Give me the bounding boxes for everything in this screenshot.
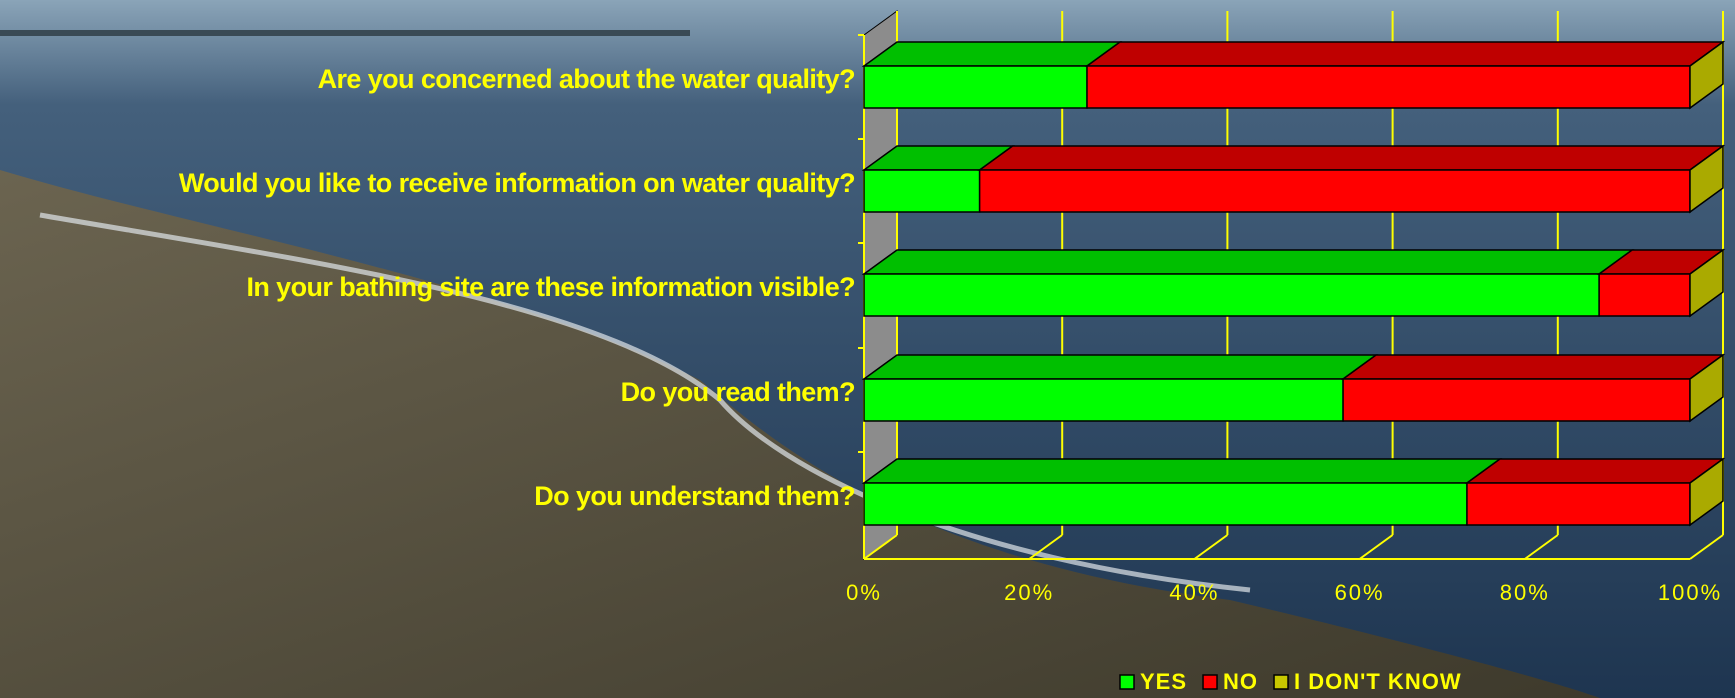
bar-segment	[861, 41, 1123, 109]
bar-front	[863, 169, 981, 213]
bar-segment	[861, 458, 1503, 526]
bar-segment	[861, 249, 1635, 317]
bar-front	[863, 65, 1088, 109]
bar-front	[1342, 378, 1691, 422]
legend-swatch	[1273, 674, 1289, 690]
category-label: Do you read them?	[621, 377, 855, 407]
bar-front	[863, 378, 1344, 422]
bar-top	[861, 354, 1379, 380]
bar-front	[863, 273, 1600, 317]
x-tick-label: 100%	[1658, 580, 1722, 605]
category-label: Do you understand them?	[534, 481, 855, 511]
x-tick-label: 0%	[846, 580, 882, 605]
bar-front	[978, 169, 1691, 213]
category-label: Are you concerned about the water qualit…	[318, 64, 855, 94]
floor-tick	[1193, 534, 1228, 560]
bar-top	[861, 41, 1123, 67]
bar-end	[1689, 248, 1724, 318]
bar-segment	[1689, 353, 1724, 423]
x-tick-label: 60%	[1335, 580, 1385, 605]
floor-tick	[1689, 534, 1724, 560]
category-label: In your bathing site are these informati…	[246, 272, 855, 302]
bar-segment	[1464, 458, 1726, 526]
bar-top	[977, 145, 1726, 171]
surf	[39, 212, 1251, 593]
bar-top	[1340, 354, 1726, 380]
floor-tick	[1524, 534, 1559, 560]
bar-segment	[1689, 457, 1724, 527]
floor-tick	[863, 534, 898, 560]
x-tick-label: 20%	[1004, 580, 1054, 605]
bar-segment	[861, 145, 1015, 213]
pier	[0, 30, 690, 36]
bar-top	[861, 249, 1635, 275]
bar-front	[1598, 273, 1691, 317]
bar-top	[1084, 41, 1726, 67]
bar-segment	[977, 145, 1726, 213]
x-tick-label: 40%	[1169, 580, 1219, 605]
legend-swatch	[1119, 674, 1135, 690]
bar-end	[1689, 457, 1724, 527]
bar-segment	[1084, 41, 1726, 109]
bar-end	[1689, 353, 1724, 423]
bar-segment	[1689, 144, 1724, 214]
category-label: Would you like to receive information on…	[179, 168, 855, 198]
bar-segment	[1689, 248, 1724, 318]
background-sand	[0, 170, 1600, 698]
legend-swatch	[1202, 674, 1218, 690]
legend-label: I DON'T KNOW	[1294, 669, 1462, 694]
bar-top	[861, 458, 1503, 484]
bar-top	[1464, 458, 1726, 484]
bar-front	[1086, 65, 1691, 109]
bar-segment	[1340, 354, 1726, 422]
floor-tick	[1028, 534, 1063, 560]
bar-segment	[1596, 249, 1726, 317]
legend-label: YES	[1140, 669, 1187, 694]
bar-segment	[1689, 40, 1724, 110]
bar-end	[1689, 40, 1724, 110]
legend-label: NO	[1223, 669, 1258, 694]
x-tick-label: 80%	[1500, 580, 1550, 605]
bar-front	[863, 482, 1468, 526]
bar-segment	[861, 354, 1379, 422]
bar-end	[1689, 144, 1724, 214]
bar-front	[1466, 482, 1691, 526]
floor-tick	[1359, 534, 1394, 560]
